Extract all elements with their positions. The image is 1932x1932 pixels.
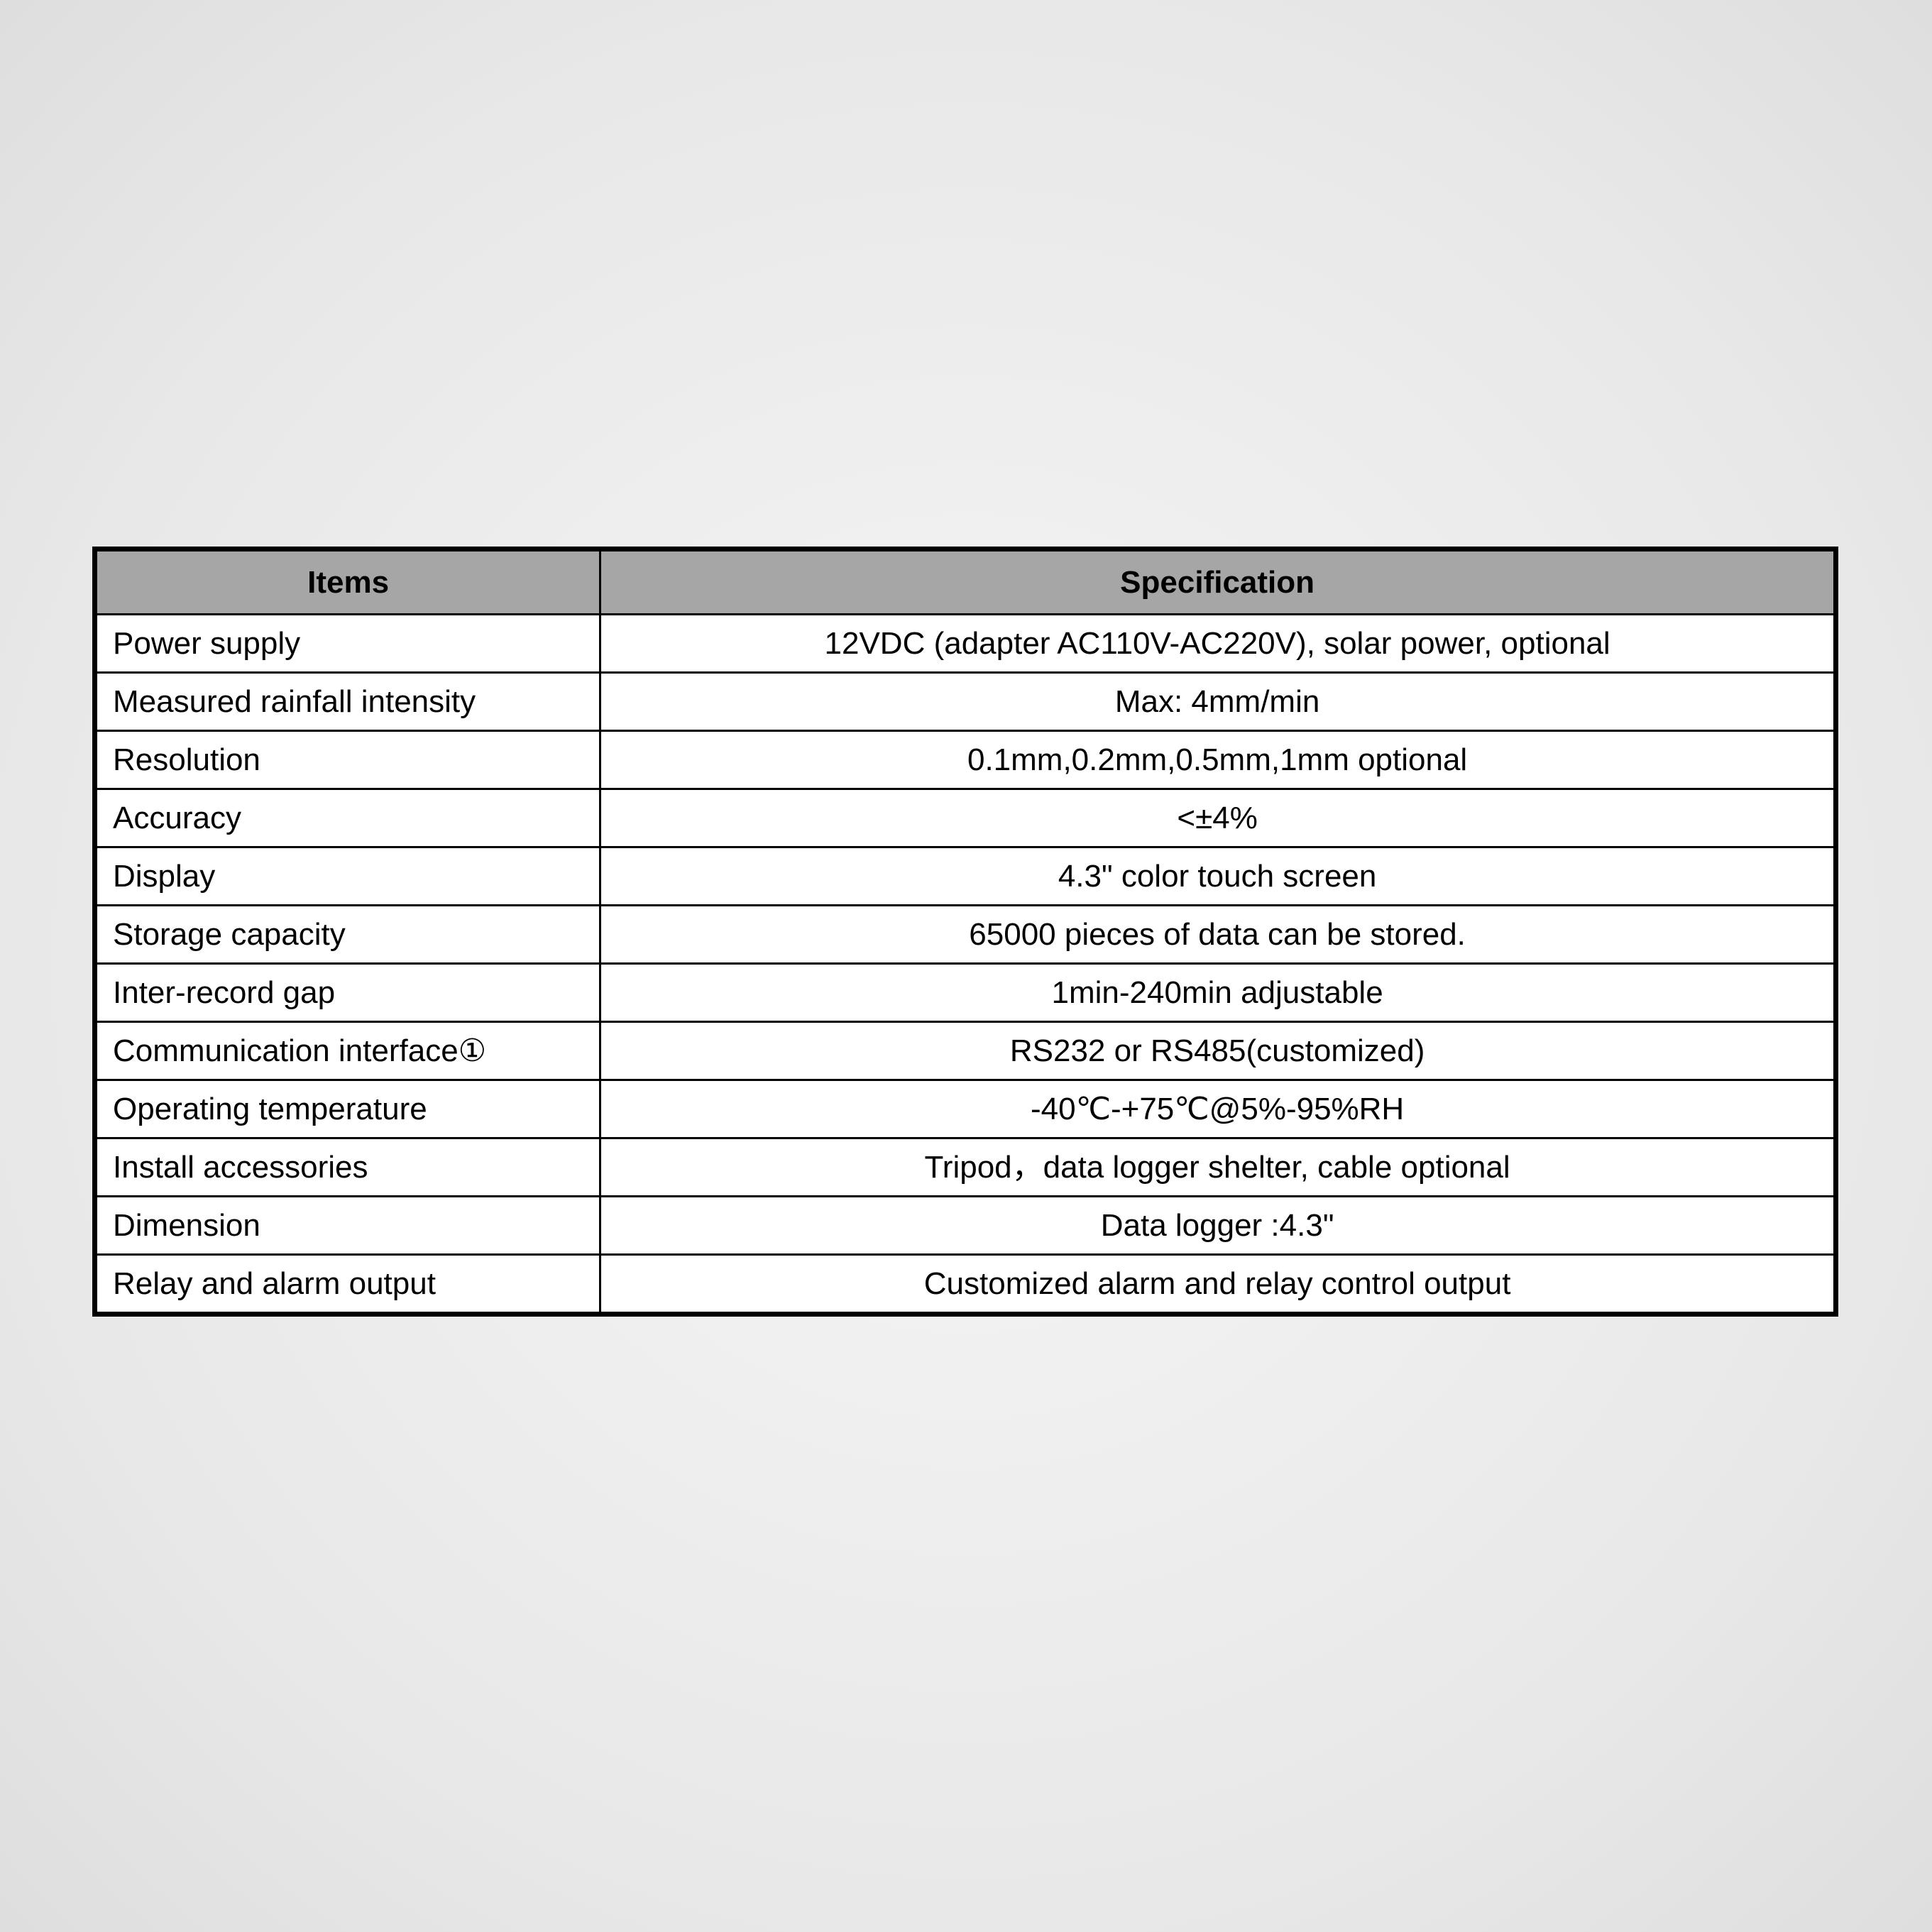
spec-cell: 12VDC (adapter AC110V-AC220V), solar pow… [600, 615, 1835, 673]
item-cell: Storage capacity [97, 906, 600, 964]
spec-cell: Data logger :4.3" [600, 1197, 1835, 1255]
spec-cell: Max: 4mm/min [600, 673, 1835, 731]
item-cell: Operating temperature [97, 1080, 600, 1138]
table-body: Power supply 12VDC (adapter AC110V-AC220… [97, 615, 1835, 1313]
spec-table-container: Items Specification Power supply 12VDC (… [92, 547, 1838, 1317]
table-row: Power supply 12VDC (adapter AC110V-AC220… [97, 615, 1835, 673]
item-cell: Inter-record gap [97, 964, 600, 1022]
item-cell: Install accessories [97, 1138, 600, 1197]
spec-cell: 4.3" color touch screen [600, 847, 1835, 906]
spec-table: Items Specification Power supply 12VDC (… [95, 549, 1835, 1314]
spec-cell: 1min-240min adjustable [600, 964, 1835, 1022]
table-row: Measured rainfall intensity Max: 4mm/min [97, 673, 1835, 731]
item-cell: Measured rainfall intensity [97, 673, 600, 731]
table-header-row: Items Specification [97, 551, 1835, 615]
table-row: Operating temperature -40℃-+75℃@5%-95%RH [97, 1080, 1835, 1138]
item-cell: Relay and alarm output [97, 1255, 600, 1313]
table-row: Dimension Data logger :4.3" [97, 1197, 1835, 1255]
item-cell: Communication interface① [97, 1022, 600, 1080]
spec-cell: 65000 pieces of data can be stored. [600, 906, 1835, 964]
spec-cell: 0.1mm,0.2mm,0.5mm,1mm optional [600, 731, 1835, 789]
table-row: Storage capacity 65000 pieces of data ca… [97, 906, 1835, 964]
table-row: Accuracy <±4% [97, 789, 1835, 847]
item-cell: Accuracy [97, 789, 600, 847]
table-row: Inter-record gap 1min-240min adjustable [97, 964, 1835, 1022]
header-specification: Specification [600, 551, 1835, 615]
spec-cell: Tripod，data logger shelter, cable option… [600, 1138, 1835, 1197]
header-items: Items [97, 551, 600, 615]
table-row: Communication interface① RS232 or RS485(… [97, 1022, 1835, 1080]
table-row: Install accessories Tripod，data logger s… [97, 1138, 1835, 1197]
spec-cell: <±4% [600, 789, 1835, 847]
table-row: Resolution 0.1mm,0.2mm,0.5mm,1mm optiona… [97, 731, 1835, 789]
spec-cell: Customized alarm and relay control outpu… [600, 1255, 1835, 1313]
item-cell: Resolution [97, 731, 600, 789]
spec-cell: RS232 or RS485(customized) [600, 1022, 1835, 1080]
item-cell: Dimension [97, 1197, 600, 1255]
spec-cell: -40℃-+75℃@5%-95%RH [600, 1080, 1835, 1138]
item-cell: Power supply [97, 615, 600, 673]
table-row: Relay and alarm output Customized alarm … [97, 1255, 1835, 1313]
item-cell: Display [97, 847, 600, 906]
table-row: Display 4.3" color touch screen [97, 847, 1835, 906]
